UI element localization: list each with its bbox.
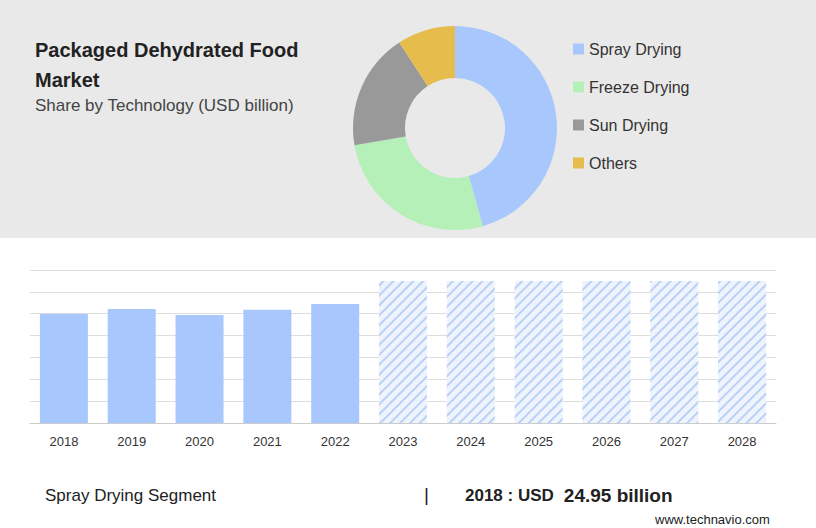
svg-text:Packaged Dehydrated Food: Packaged Dehydrated Food — [35, 39, 304, 61]
svg-text:2020: 2020 — [185, 434, 214, 449]
svg-text:Share by Technology (USD billi: Share by Technology (USD billion) — [35, 96, 294, 115]
svg-text:2025: 2025 — [524, 434, 553, 449]
svg-text:Spray Drying Segment: Spray Drying Segment — [45, 486, 216, 505]
svg-text:Spray Drying: Spray Drying — [589, 41, 681, 58]
svg-text:2018: 2018 — [49, 434, 78, 449]
svg-text:2024: 2024 — [456, 434, 485, 449]
svg-text:2022: 2022 — [321, 434, 350, 449]
svg-text:Others: Others — [589, 155, 637, 172]
svg-text:|: | — [424, 484, 429, 505]
svg-text:2026: 2026 — [592, 434, 621, 449]
svg-text:www.technavio.com: www.technavio.com — [654, 512, 770, 527]
svg-text:2023: 2023 — [389, 434, 418, 449]
svg-text:2018 : USD: 2018 : USD — [465, 486, 554, 505]
svg-text:24.95 billion: 24.95 billion — [564, 485, 673, 506]
svg-text:Freeze Drying: Freeze Drying — [589, 79, 689, 96]
svg-text:2019: 2019 — [117, 434, 146, 449]
svg-text:Sun Drying: Sun Drying — [589, 117, 668, 134]
svg-text:2028: 2028 — [728, 434, 757, 449]
svg-text:Market: Market — [35, 69, 100, 91]
svg-text:2021: 2021 — [253, 434, 282, 449]
svg-text:2027: 2027 — [660, 434, 689, 449]
